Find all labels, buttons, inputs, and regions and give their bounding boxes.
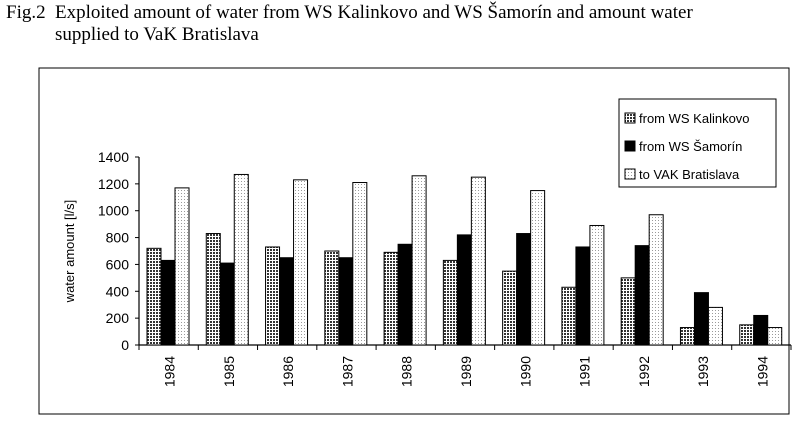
x-tick-label: 1985 [221,356,237,387]
bar-kalinkovo-1992 [620,277,636,346]
y-tick-label: 200 [106,310,130,326]
bar-bratislava-1987 [352,182,368,346]
figure-caption: Fig.2 Exploited amount of water from WS K… [6,2,786,46]
bar-bratislava-1984 [174,187,190,346]
bar-kalinkovo-1984 [146,247,162,346]
bar-bratislava-1985 [233,173,249,346]
bar-kalinkovo-1986 [265,246,281,346]
x-tick-label: 1986 [280,356,296,387]
x-tick-label: 1988 [399,356,415,387]
y-tick-label: 400 [106,283,130,299]
bar-bratislava-1989 [470,176,486,346]
caption-line-2: supplied to VaK Bratislava [55,24,259,45]
bar-bratislava-1994 [767,327,783,346]
bar-samorin-1988 [397,243,413,346]
y-tick-label: 800 [106,230,130,246]
legend-label: from WS Šamorín [639,139,742,154]
y-axis-title: water amount [l/s] [62,200,77,304]
bar-bratislava-1988 [411,175,427,346]
legend-swatch [624,112,636,124]
bar-bratislava-1992 [648,214,664,346]
bar-samorin-1994 [753,314,769,346]
chart-frame [38,67,790,415]
legend-label: from WS Kalinkovo [639,111,750,126]
figure-label: Fig.2 [6,2,46,23]
y-tick-label: 1200 [98,176,129,192]
x-tick-label: 1987 [339,356,355,387]
x-tick-label: 1984 [162,356,178,387]
bar-kalinkovo-1989 [442,259,458,346]
bar-samorin-1992 [634,245,650,346]
bar-bratislava-1991 [589,224,605,346]
bar-bratislava-1986 [293,179,309,346]
bar-samorin-1993 [693,292,709,346]
y-tick-label: 0 [121,337,129,353]
bar-samorin-1990 [516,233,532,346]
legend-swatch [624,140,636,152]
bar-kalinkovo-1985 [205,233,221,346]
x-tick-label: 1994 [754,356,770,387]
x-tick-label: 1989 [458,356,474,387]
bar-samorin-1986 [279,257,295,346]
x-tick-label: 1992 [636,356,652,387]
bar-samorin-1985 [219,262,235,346]
bar-kalinkovo-1994 [739,324,755,346]
x-tick-label: 1990 [517,356,533,387]
y-tick-label: 1000 [98,203,129,219]
bar-samorin-1991 [575,246,591,346]
y-tick-label: 600 [106,256,130,272]
bar-samorin-1984 [160,259,176,346]
bar-kalinkovo-1988 [383,251,399,346]
caption-line-1: Exploited amount of water from WS Kalink… [55,2,693,23]
bar-samorin-1989 [456,234,472,346]
bar-kalinkovo-1990 [502,270,518,346]
bar-bratislava-1990 [530,190,546,346]
bar-kalinkovo-1991 [561,286,577,346]
bar-kalinkovo-1987 [324,250,340,346]
x-tick-label: 1993 [695,356,711,387]
bar-kalinkovo-1993 [679,327,695,346]
x-tick-label: 1991 [577,356,593,387]
legend-label: to VAK Bratislava [639,167,740,182]
bar-bratislava-1993 [707,306,723,346]
legend-swatch [624,168,636,180]
bar-samorin-1987 [338,257,354,346]
legend-box [618,98,777,188]
y-tick-label: 1400 [98,149,129,165]
